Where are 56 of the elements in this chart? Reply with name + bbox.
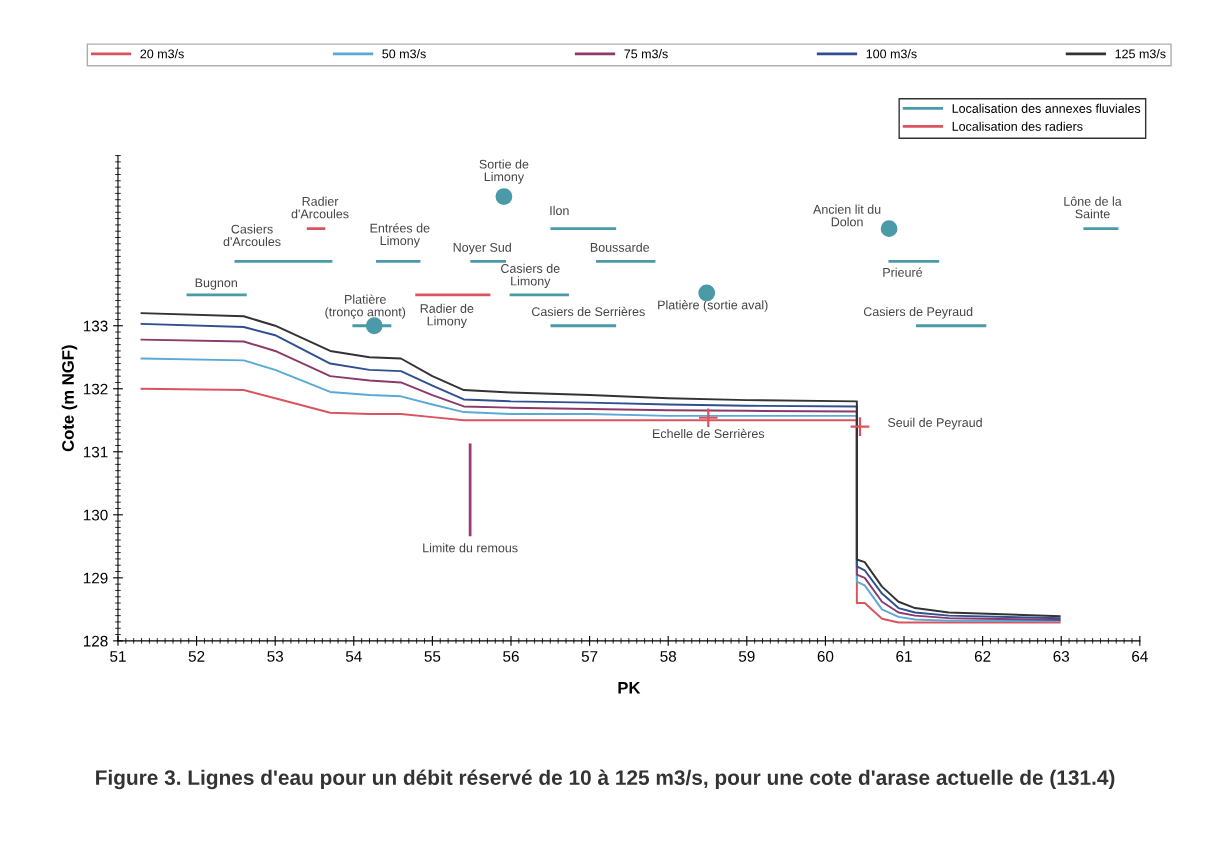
x-tick-label: 53 [267, 650, 284, 662]
annotation: Entrées de Limony [370, 223, 430, 248]
annotation: Ancien lit du Dolon [813, 204, 881, 227]
x-tick-label: 60 [817, 650, 834, 662]
annotation: Boussarde [590, 242, 650, 252]
legend-label: 20 m3/s [140, 49, 184, 59]
point [697, 407, 719, 429]
x-axis-title: PK [618, 682, 641, 694]
x-tick-label: 58 [660, 650, 677, 662]
annotation: Lône de la Sainte [1064, 196, 1122, 219]
y-tick-label: 131 [83, 446, 108, 458]
legend-label: Localisation des radiers [952, 121, 1083, 131]
x-tick-label: 59 [738, 650, 755, 662]
y-tick-label: 129 [83, 572, 108, 584]
point [698, 284, 716, 302]
annotation: Radier de Limony [420, 303, 474, 328]
legend-label: 75 m3/s [624, 49, 668, 59]
annotation: Platière (tronço amont) [325, 294, 406, 319]
legend-label: 50 m3/s [382, 49, 426, 59]
annotation: Echelle de Serrières [653, 428, 765, 439]
y-tick-label: 128 [83, 635, 108, 647]
point [849, 416, 871, 437]
x-tick-label: 51 [110, 651, 126, 662]
annotation: Casiers de Limony [501, 263, 560, 288]
annotation: Noyer Sud [453, 242, 511, 255]
x-tick-label: 63 [1053, 650, 1070, 662]
annotation: Sortie de Limony [479, 159, 529, 184]
x-tick-label: 52 [188, 650, 205, 662]
annotation: Casiers de Peyraud [863, 306, 973, 319]
annotation: Ilon [550, 205, 569, 216]
legend-label: 125 m3/s [1115, 49, 1166, 59]
annotation: Casiers d'Arcoules [223, 224, 281, 247]
text: Figure 3. Lignes d'eau pour un débit réservé de 10 à 125 m3/s, pour une cote d'arase actuelle de (131.4) [96, 769, 1115, 790]
x-tick-label: 54 [345, 651, 362, 662]
point [365, 317, 383, 335]
y-tick-label: 130 [83, 509, 108, 521]
annotation: Prieuré [883, 267, 923, 277]
point [495, 188, 513, 205]
annotation: Seuil de Peyraud [887, 417, 982, 430]
y-axis-title: Cote (m NGF) [61, 345, 78, 452]
annotation: Limite du remous [423, 543, 518, 553]
annotation: Casiers de Serrières [531, 306, 645, 317]
x-tick-label: 55 [424, 651, 441, 662]
x-tick-label: 61 [896, 650, 912, 662]
x-tick-label: 57 [581, 651, 598, 662]
annotation: Bugnon [195, 278, 237, 290]
y-tick-label: 132 [83, 383, 108, 395]
y-tick-label: 133 [83, 320, 108, 332]
annotation: Radier d'Arcoules [291, 196, 349, 219]
x-tick-label: 64 [1132, 650, 1148, 662]
legend-label: Localisation des annexes fluviales [952, 103, 1141, 113]
annotation: Platière (sortie aval) [658, 300, 768, 312]
x-tick-label: 62 [974, 650, 991, 662]
x-tick-label: 56 [503, 650, 519, 662]
point [880, 220, 898, 238]
legend-label: 100 m3/s [866, 49, 917, 59]
